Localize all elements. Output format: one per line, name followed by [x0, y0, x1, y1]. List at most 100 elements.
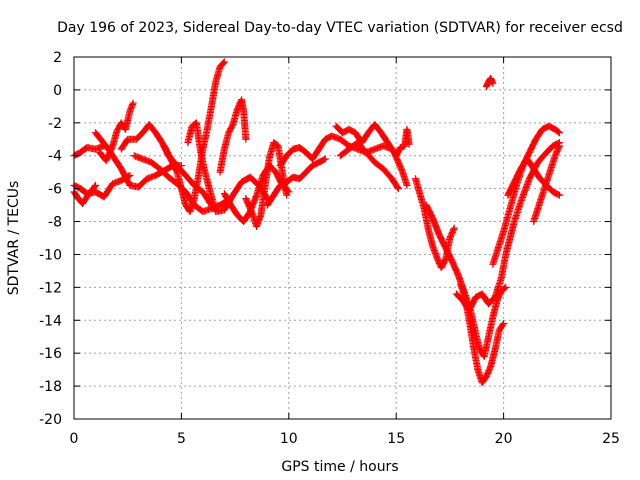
- y-tick-label: 0: [53, 83, 62, 99]
- plot-frame: [73, 56, 612, 420]
- series-arc-x: [530, 142, 563, 226]
- interpolated-points: [552, 126, 562, 136]
- interpolated-points: [398, 142, 407, 151]
- interpolated-points: [506, 183, 520, 211]
- interpolated-points: [242, 196, 256, 216]
- interpolated-points: [491, 328, 503, 352]
- data-points: [70, 58, 563, 387]
- interpolated-points: [309, 146, 322, 162]
- interpolated-points: [479, 374, 490, 385]
- interpolated-points: [429, 216, 443, 237]
- interpolated-points: [183, 173, 197, 188]
- series-arc-u: [452, 139, 563, 314]
- series-arc-h: [160, 58, 228, 216]
- interpolated-points: [544, 143, 556, 155]
- interpolated-points: [240, 109, 250, 142]
- interpolated-points: [133, 130, 146, 142]
- y-tick-label: -6: [48, 182, 62, 198]
- interpolated-points: [277, 153, 290, 168]
- interpolated-points: [136, 176, 150, 190]
- x-tick-label: 5: [177, 431, 186, 447]
- interpolated-points: [338, 146, 352, 159]
- y-tick-label: -2: [48, 116, 62, 132]
- interpolated-points: [173, 170, 185, 191]
- data-point: [129, 99, 137, 107]
- interpolated-points: [372, 159, 386, 172]
- interpolated-points: [499, 284, 509, 294]
- y-tick-label: -16: [39, 346, 62, 362]
- interpolated-points: [230, 179, 245, 198]
- interpolated-points: [149, 159, 163, 172]
- interpolated-points: [167, 156, 180, 175]
- data-point: [555, 129, 563, 137]
- x-axis-title: GPS time / hours: [281, 459, 398, 475]
- y-tick-label: -4: [48, 149, 62, 165]
- interpolated-points: [146, 122, 159, 136]
- interpolated-points: [489, 298, 501, 319]
- interpolated-points: [297, 144, 309, 156]
- interpolated-points: [208, 79, 219, 109]
- series-arc-j: [216, 96, 250, 176]
- interpolated-points: [533, 127, 545, 142]
- interpolated-points: [271, 183, 283, 198]
- series-arc-y: [482, 74, 497, 91]
- interpolated-points: [389, 176, 402, 191]
- interpolated-points: [157, 166, 171, 180]
- interpolated-points: [221, 191, 234, 208]
- interpolated-points: [92, 130, 105, 144]
- interpolated-points: [303, 163, 315, 175]
- interpolated-points: [472, 331, 484, 352]
- chart-title: Day 196 of 2023, Sidereal Day-to-day VTE…: [57, 20, 623, 36]
- series-arc-e: [91, 129, 185, 191]
- y-tick-label: -12: [39, 280, 62, 296]
- data-point: [450, 224, 458, 232]
- interpolated-points: [174, 163, 189, 178]
- interpolated-points: [122, 109, 133, 132]
- interpolated-points: [277, 179, 289, 189]
- interpolated-points: [498, 252, 509, 280]
- interpolated-points: [316, 137, 329, 152]
- interpolated-points: [161, 143, 174, 162]
- interpolated-points: [216, 147, 228, 175]
- interpolated-points: [420, 206, 432, 232]
- y-tick-label: -18: [39, 379, 62, 395]
- y-tick-label: 2: [53, 50, 62, 66]
- interpolated-points: [505, 179, 518, 198]
- grid-lines: [74, 57, 611, 419]
- data-point: [555, 142, 563, 150]
- interpolated-points: [359, 130, 371, 145]
- interpolated-points: [79, 194, 90, 206]
- interpolated-points: [492, 275, 505, 300]
- interpolated-points: [105, 146, 118, 162]
- interpolated-points: [166, 174, 180, 187]
- interpolated-points: [546, 123, 558, 133]
- interpolated-points: [99, 138, 111, 152]
- interpolated-points: [524, 156, 537, 172]
- interpolated-points: [253, 173, 267, 198]
- interpolated-points: [88, 183, 99, 195]
- data-point: [405, 140, 413, 148]
- interpolated-points: [346, 126, 358, 136]
- y-axis-title: SDTVAR / TECUs: [6, 181, 22, 296]
- interpolated-points: [271, 139, 281, 149]
- interpolated-points: [363, 150, 378, 165]
- interpolated-points: [284, 146, 296, 159]
- series-arc-m: [263, 155, 329, 209]
- interpolated-points: [372, 122, 384, 136]
- interpolated-points: [316, 156, 328, 166]
- interpolated-points: [71, 189, 81, 201]
- series-arc-g: [130, 152, 233, 216]
- interpolated-points: [112, 156, 124, 172]
- interpolated-points: [517, 176, 533, 204]
- interpolated-points: [481, 334, 492, 359]
- interpolated-points: [526, 137, 539, 155]
- series-arc-d: [96, 99, 137, 165]
- interpolated-points: [511, 166, 524, 185]
- interpolated-points: [438, 257, 449, 270]
- interpolated-points: [496, 321, 507, 333]
- interpolated-points: [552, 143, 563, 158]
- data-point: [321, 155, 329, 163]
- interpolated-points: [201, 170, 213, 191]
